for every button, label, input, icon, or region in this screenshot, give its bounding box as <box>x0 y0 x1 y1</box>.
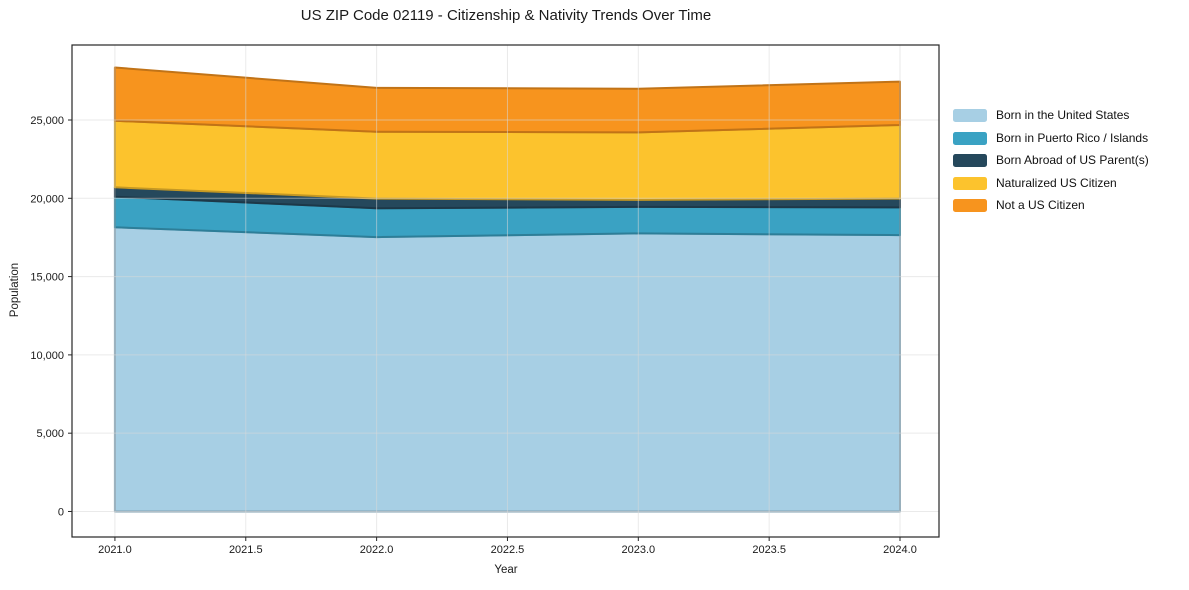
legend-swatch-icon <box>953 131 987 145</box>
chart-title: US ZIP Code 02119 - Citizenship & Nativi… <box>300 7 712 24</box>
x-axis-label: Year <box>494 564 518 576</box>
legend-swatch-icon <box>953 154 987 167</box>
x-tick-label: 2023.5 <box>752 544 786 556</box>
y-tick-label: 20,000 <box>30 193 64 205</box>
y-tick-label: 15,000 <box>30 272 64 284</box>
legend-swatch-icon <box>953 199 987 212</box>
legend-swatch-icon <box>953 109 987 122</box>
legend-item-3: Naturalized US Citizen <box>953 175 1149 190</box>
plot-border <box>71 44 940 538</box>
x-tick-label: 2021.0 <box>98 544 132 556</box>
x-tick-label: 2022.5 <box>491 544 525 556</box>
legend-label: Born Abroad of US Parent(s) <box>996 153 1149 167</box>
y-tick-label: 5,000 <box>36 428 64 440</box>
legend-label: Not a US Citizen <box>996 198 1085 212</box>
legend-item-1: Born in Puerto Rico / Islands <box>953 130 1149 145</box>
legend-label: Born in the United States <box>996 108 1130 122</box>
legend-label: Naturalized US Citizen <box>996 175 1117 190</box>
x-tick-label: 2023.0 <box>621 544 655 556</box>
x-tick-label: 2022.0 <box>360 544 394 556</box>
x-tick-label: 2021.5 <box>229 544 263 556</box>
y-tick-label: 25,000 <box>30 115 64 127</box>
y-tick-label: 10,000 <box>30 350 64 362</box>
legend-item-2: Born Abroad of US Parent(s) <box>953 154 1149 167</box>
legend-item-0: Born in the United States <box>953 109 1149 122</box>
y-tick-label: 0 <box>58 506 64 518</box>
y-axis-label: Population <box>9 262 21 318</box>
legend-swatch-icon <box>953 176 987 190</box>
legend: Born in the United States Born in Puerto … <box>953 109 1149 212</box>
legend-item-4: Not a US Citizen <box>953 199 1149 212</box>
legend-label: Born in Puerto Rico / Islands <box>996 130 1149 145</box>
x-tick-label: 2024.0 <box>883 544 917 556</box>
